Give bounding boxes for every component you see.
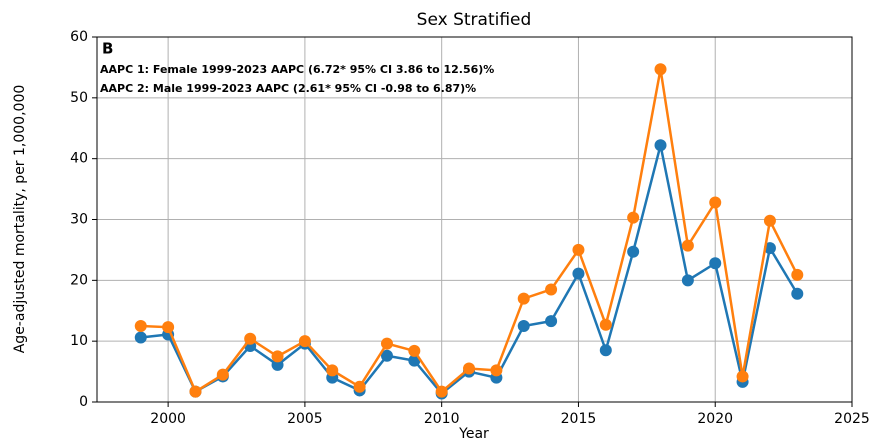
data-point — [271, 358, 284, 371]
data-point — [298, 335, 311, 348]
y-tick-label: 20 — [70, 272, 88, 288]
data-point — [162, 321, 175, 334]
data-point — [791, 268, 804, 281]
plot-frame — [96, 36, 853, 403]
data-point — [134, 331, 147, 344]
data-point — [572, 243, 585, 256]
data-point — [545, 315, 558, 328]
data-point — [244, 332, 257, 345]
y-axis-label: Age-adjusted mortality, per 1,000,000 — [12, 85, 28, 354]
data-point — [654, 63, 667, 76]
data-point — [627, 245, 640, 258]
series-line — [140, 144, 799, 396]
data-point — [572, 267, 585, 280]
x-tick-label: 2000 — [150, 411, 186, 427]
data-point — [763, 214, 776, 227]
data-point — [435, 385, 448, 398]
data-point — [463, 362, 476, 375]
data-point — [380, 337, 393, 350]
x-tick-label: 2010 — [424, 411, 460, 427]
y-tick-label: 50 — [70, 90, 88, 106]
chart-title: Sex Stratified — [417, 10, 532, 30]
x-tick-label: 2005 — [287, 411, 323, 427]
data-point — [681, 239, 694, 252]
data-point — [408, 354, 421, 367]
x-tick-label: 2025 — [834, 411, 870, 427]
y-tick-label: 40 — [70, 151, 88, 167]
data-point — [517, 292, 530, 305]
data-point — [763, 242, 776, 255]
x-tick-label: 2020 — [697, 411, 733, 427]
annotation: AAPC 2: Male 1999-2023 AAPC (2.61* 95% C… — [100, 82, 476, 95]
y-tick-label: 10 — [70, 333, 88, 349]
data-point — [380, 349, 393, 362]
data-point — [189, 385, 202, 398]
data-point — [271, 350, 284, 363]
annotation: B — [102, 40, 113, 58]
x-tick-label: 2015 — [561, 411, 597, 427]
y-tick-label: 60 — [70, 29, 88, 45]
y-tick-label: 0 — [79, 394, 88, 410]
data-point — [326, 364, 339, 377]
data-point — [654, 139, 667, 152]
data-point — [545, 283, 558, 296]
data-point — [709, 196, 722, 209]
data-point — [681, 274, 694, 287]
data-point — [353, 380, 366, 393]
data-point — [627, 211, 640, 224]
x-axis-label: Year — [458, 426, 489, 441]
data-point — [736, 370, 749, 383]
data-point — [490, 364, 503, 377]
annotation: AAPC 1: Female 1999-2023 AAPC (6.72* 95%… — [100, 63, 494, 76]
data-point — [599, 344, 612, 357]
data-point — [791, 287, 804, 300]
y-tick-label: 30 — [70, 212, 88, 228]
data-point — [408, 344, 421, 357]
data-point — [216, 368, 229, 381]
data-point — [134, 319, 147, 332]
data-point — [599, 318, 612, 331]
data-point — [709, 257, 722, 270]
series-line — [140, 69, 799, 394]
data-point — [517, 319, 530, 332]
